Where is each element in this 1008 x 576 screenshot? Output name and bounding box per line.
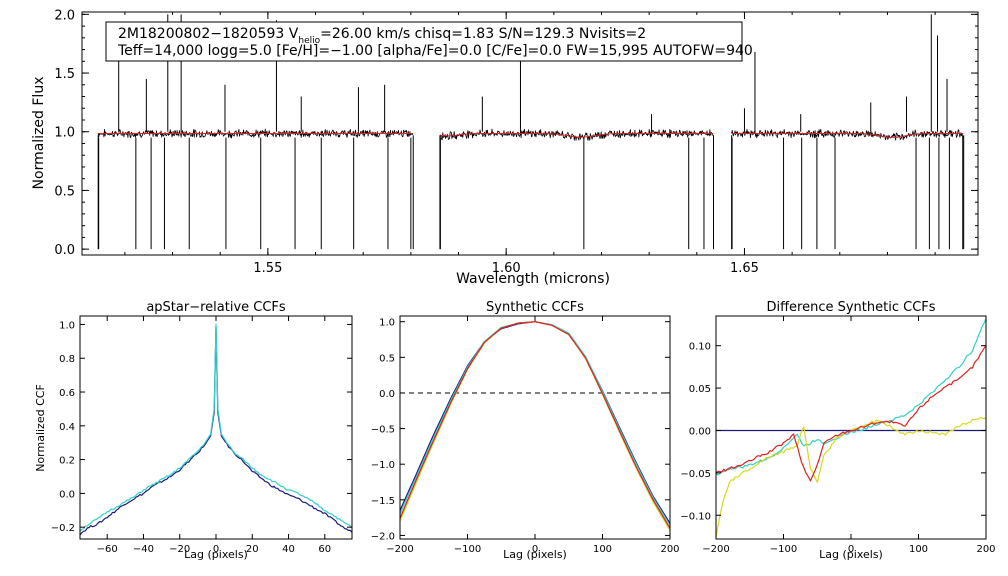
- spectrum-y-tick-label: 1.0: [54, 126, 75, 141]
- synthetic-y-tick-label: −0.5: [371, 425, 395, 436]
- synthetic-ccf-axes: −200 −100 0 100 200 −2.0 −1.5 −1.0 −0.5 0.0 0.5 1.0: [371, 316, 680, 555]
- synthetic-ccf-marks: [399, 321, 671, 531]
- synthetic-series-template-4-line: [399, 321, 671, 529]
- synthetic-ccf-x-axis-label: Lag (pixels): [503, 548, 567, 561]
- apstar-x-tick-label: −60: [97, 544, 118, 555]
- synthetic-x-tick-label: 0: [532, 544, 538, 555]
- spectrum-observed-line: [439, 128, 714, 141]
- difference-y-tick-label: 0.05: [689, 384, 711, 395]
- annotation-line-2: Teff=14,000 logg=5.0 [Fe/H]=−1.00 [alpha…: [117, 43, 753, 59]
- synthetic-y-tick-label: −1.5: [371, 496, 395, 507]
- difference-y-tick-label: 0.10: [689, 342, 711, 353]
- apstar-y-tick-label: −0.2: [51, 523, 75, 534]
- apstar-x-tick-label: −20: [169, 544, 190, 555]
- difference-x-tick-label: 200: [976, 544, 995, 555]
- difference-x-tick-label: −200: [702, 544, 729, 555]
- apstar-ccf-axes: −60 −40 −20 0 20 40 60 −0.2 0.0 0.2 0.4 0.6 0.8 1.0: [51, 316, 352, 555]
- difference-y-tick-label: 0.00: [689, 426, 711, 437]
- spectrum-x-tick-label: 1.55: [253, 261, 282, 276]
- apstar-ccf-marks: [79, 323, 353, 536]
- spectrum-marks: [97, 14, 965, 250]
- spectrum-y-tick-label: 0.0: [54, 243, 75, 258]
- apstar-ccf-panel: apStar−relative CCFs −60 −40 −20 0 20 40 60 −0.…: [34, 300, 353, 561]
- spectrum-x-axis-label: Wavelength (microns): [456, 271, 610, 287]
- difference-series-difference-4-line: [715, 345, 987, 482]
- annotation-box: [105, 21, 743, 62]
- spectrum-panel: 1.55 1.60 1.65 0.0 0.5 1.0 1.5 2.0 Wavelength (…: [31, 8, 979, 287]
- apstar-y-tick-label: 0.6: [59, 388, 75, 399]
- difference-ccf-x-axis-label: Lag (pixels): [819, 548, 883, 561]
- difference-ccf-axes: −200 −100 0 100 200 −0.10 −0.05 0.00 0.05 0.10: [680, 316, 996, 555]
- synthetic-y-tick-label: 0.5: [379, 353, 395, 364]
- apstar-x-tick-label: 20: [246, 544, 259, 555]
- apstar-ccf-x-axis-label: Lag (pixels): [184, 548, 248, 561]
- spectrum-y-tick-label: 1.5: [54, 67, 75, 82]
- apstar-y-tick-label: 0.2: [59, 456, 75, 467]
- annotation-subscript: helio: [298, 36, 320, 46]
- difference-x-tick-label: 0: [848, 544, 854, 555]
- apstar-series-visit-2-line: [79, 323, 353, 532]
- synthetic-x-tick-label: 200: [660, 544, 679, 555]
- synthetic-y-tick-label: 1.0: [379, 318, 395, 329]
- spectrum-x-tick-label: 1.65: [730, 261, 759, 276]
- synthetic-y-tick-label: 0.0: [379, 389, 395, 400]
- synthetic-x-tick-label: 100: [593, 544, 612, 555]
- difference-x-tick-label: −100: [770, 544, 797, 555]
- spectrum-model-line: [731, 133, 964, 139]
- apstar-y-tick-label: 0.8: [59, 354, 75, 365]
- difference-ccf-marks: [715, 318, 987, 538]
- spectrum-y-tick-label: 0.5: [54, 184, 75, 199]
- synthetic-x-tick-label: −100: [454, 544, 481, 555]
- apstar-y-tick-label: 0.4: [59, 422, 75, 433]
- apstar-ccf-title: apStar−relative CCFs: [146, 300, 286, 315]
- spectrum-y-tick-label: 2.0: [54, 8, 75, 23]
- difference-ccf-panel: Difference Synthetic CCFs −200 −100 0 100 20…: [680, 300, 995, 561]
- difference-ccf-title: Difference Synthetic CCFs: [766, 300, 935, 315]
- synthetic-ccf-title: Synthetic CCFs: [486, 300, 584, 315]
- spectrum-x-tick-label: 1.60: [492, 261, 521, 276]
- annotation-object-id: 2M18200802−1820593 V: [118, 26, 299, 42]
- synthetic-y-tick-label: −2.0: [371, 531, 395, 542]
- spectrum-y-axis-label: Normalized Flux: [31, 77, 47, 190]
- apstar-x-tick-label: −40: [133, 544, 154, 555]
- difference-y-tick-label: −0.10: [680, 511, 711, 522]
- spectrum-axes: 1.55 1.60 1.65 0.0 0.5 1.0 1.5 2.0: [54, 8, 978, 276]
- apstar-x-tick-label: 0: [213, 544, 219, 555]
- apstar-y-tick-label: 1.0: [59, 320, 75, 331]
- annotation-visit-info: =26.00 km/s chisq=1.83 S/N=129.3 Nvisits…: [320, 26, 646, 42]
- apstar-y-tick-label: 0.0: [59, 489, 75, 500]
- spectrum-model-line: [439, 133, 714, 138]
- apstar-x-tick-label: 40: [282, 544, 295, 555]
- synthetic-y-tick-label: −1.0: [371, 460, 395, 471]
- difference-y-tick-label: −0.05: [680, 469, 711, 480]
- apstar-x-tick-label: 60: [318, 544, 331, 555]
- difference-series-difference-2-line: [715, 318, 987, 476]
- spectrum-observed-line: [97, 128, 414, 139]
- annotation-line-1: 2M18200802−1820593 Vhelio=26.00 km/s chi…: [118, 26, 646, 46]
- synthetic-ccf-panel: Synthetic CCFs −200 −100 0 100 200 −2.0 −1.5 −1…: [371, 300, 680, 561]
- difference-x-tick-label: 100: [909, 544, 928, 555]
- apstar-ccf-y-axis-label: Normalized CCF: [34, 384, 47, 472]
- synthetic-x-tick-label: −200: [386, 544, 413, 555]
- difference-series-difference-3-line: [715, 417, 987, 538]
- spectrum-plot-frame: [81, 11, 979, 256]
